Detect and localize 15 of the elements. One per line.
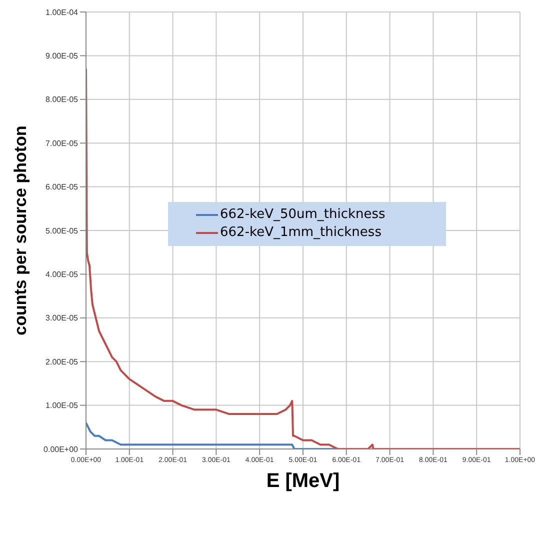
y-tick-label: 1.00E-04 <box>46 8 79 17</box>
y-tick-label: 0.00E+00 <box>44 444 79 454</box>
y-tick-label: 4.00E-05 <box>46 270 79 280</box>
y-tick-label: 2.00E-05 <box>46 357 79 366</box>
y-tick-label: 3.00E-05 <box>46 314 79 323</box>
y-tick-label: 8.00E-05 <box>46 95 79 104</box>
x-axis-title: E [MeV] <box>266 470 340 492</box>
y-tick-label: 5.00E-05 <box>46 226 79 236</box>
legend-label: 662-keV_1mm_thickness <box>220 224 382 242</box>
y-tick-label: 7.00E-05 <box>46 138 79 148</box>
y-tick-label: 6.00E-05 <box>46 182 79 192</box>
y-tick-label: 1.00E-05 <box>46 401 79 410</box>
legend-label: 662-keV_50um_thickness <box>220 206 386 224</box>
y-axis-title: counts per source photon <box>11 126 30 336</box>
y-tick-label: 9.00E-05 <box>46 52 79 61</box>
